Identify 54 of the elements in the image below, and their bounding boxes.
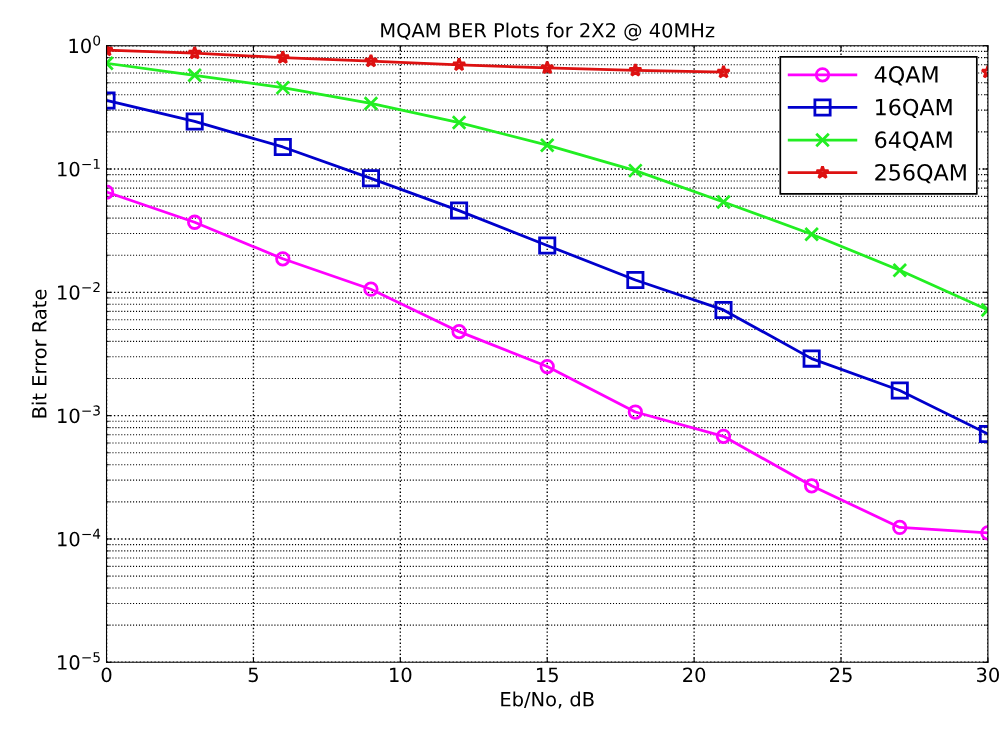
point xyxy=(187,214,203,230)
point xyxy=(802,349,821,368)
point xyxy=(363,281,379,297)
point xyxy=(451,114,467,131)
y-tick-label: 10$^{−1}$ xyxy=(58,158,100,177)
x-tick-label: 15 xyxy=(536,667,558,683)
point xyxy=(716,64,731,79)
point xyxy=(539,358,555,375)
point xyxy=(451,324,467,340)
y-tick-label: 10$^{−4}$ xyxy=(58,528,101,547)
point xyxy=(539,60,555,75)
y-axis-title: Bit Error Rate xyxy=(31,289,47,418)
point xyxy=(627,404,643,420)
legend-label: 16QAM xyxy=(876,98,952,119)
point xyxy=(363,53,379,68)
point xyxy=(187,67,203,83)
y-tick-label: 10$^{0}$ xyxy=(69,35,101,54)
x-axis-title: Eb/No, dB xyxy=(501,691,594,709)
point xyxy=(361,169,380,188)
x-tick-label: 0 xyxy=(101,667,112,683)
point xyxy=(273,137,292,156)
point xyxy=(627,163,643,179)
y-tick-label: 10$^{−2}$ xyxy=(58,282,100,300)
x-tick-label: 10 xyxy=(390,667,412,683)
y-tick-label: 10$^{−5}$ xyxy=(58,652,100,670)
x-tick-label: 20 xyxy=(683,667,706,683)
point xyxy=(450,201,469,220)
chart-title: MQAM BER Plots for 2X2 @ 40MHz xyxy=(381,22,715,41)
point xyxy=(363,95,379,112)
point xyxy=(804,226,820,242)
point xyxy=(890,381,909,400)
legend-label: 4QAM xyxy=(874,66,938,86)
y-tick-label: 10$^{−3}$ xyxy=(58,405,100,424)
point xyxy=(275,50,291,65)
point xyxy=(539,137,555,153)
x-tick-label: 30 xyxy=(977,667,999,683)
point xyxy=(628,62,643,77)
point xyxy=(451,57,467,72)
point xyxy=(626,270,645,289)
x-tick-label: 25 xyxy=(830,667,852,683)
point xyxy=(187,45,202,60)
point xyxy=(892,519,908,536)
point xyxy=(715,194,732,210)
point xyxy=(714,300,733,319)
x-tick-label: 5 xyxy=(248,667,258,683)
point xyxy=(538,236,557,255)
point xyxy=(804,478,820,494)
point xyxy=(715,428,732,444)
legend-label: 256QAM xyxy=(875,163,966,184)
point xyxy=(275,79,291,96)
point xyxy=(275,251,291,267)
point xyxy=(185,112,204,131)
legend-label: 64QAM xyxy=(875,131,952,151)
point xyxy=(892,262,908,278)
